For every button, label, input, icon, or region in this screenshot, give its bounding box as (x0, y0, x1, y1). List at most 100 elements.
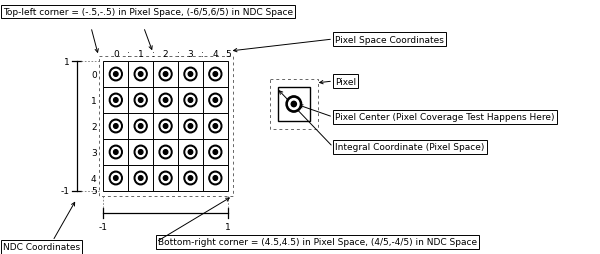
Circle shape (113, 124, 118, 129)
Bar (128, 88, 153, 114)
Bar (128, 62, 153, 88)
Bar (203, 114, 228, 139)
Bar (178, 139, 203, 165)
Text: 4: 4 (91, 174, 97, 183)
Circle shape (211, 70, 220, 79)
Circle shape (186, 122, 195, 131)
Circle shape (113, 176, 118, 181)
Circle shape (209, 94, 222, 107)
Circle shape (286, 97, 302, 113)
Circle shape (109, 68, 122, 82)
Text: 1: 1 (91, 96, 97, 105)
Bar (103, 139, 128, 165)
Bar (203, 165, 228, 191)
Circle shape (211, 174, 220, 183)
Text: 2: 2 (163, 49, 169, 58)
Circle shape (209, 171, 222, 185)
Circle shape (112, 96, 120, 105)
Circle shape (109, 146, 122, 159)
Circle shape (209, 68, 222, 82)
Text: Integral Coordinate (Pixel Space): Integral Coordinate (Pixel Space) (335, 143, 484, 152)
Bar (153, 165, 178, 191)
Circle shape (161, 148, 170, 157)
Bar (178, 165, 203, 191)
Circle shape (213, 124, 218, 129)
Circle shape (188, 98, 193, 103)
Circle shape (139, 98, 143, 103)
Circle shape (113, 72, 118, 77)
Text: :: : (176, 49, 179, 58)
Circle shape (109, 94, 122, 107)
Bar (128, 165, 153, 191)
Circle shape (163, 176, 168, 181)
Text: 4: 4 (212, 49, 218, 58)
Text: Pixel: Pixel (335, 77, 356, 86)
Circle shape (134, 120, 147, 133)
Text: 1: 1 (138, 49, 143, 58)
Bar (153, 88, 178, 114)
Text: 5: 5 (91, 187, 97, 196)
Text: NDC Coordinates: NDC Coordinates (3, 243, 80, 251)
Circle shape (161, 122, 170, 131)
Bar (178, 114, 203, 139)
Circle shape (159, 94, 172, 107)
Circle shape (112, 148, 120, 157)
Circle shape (113, 150, 118, 155)
Circle shape (213, 72, 218, 77)
Circle shape (134, 171, 147, 185)
Circle shape (112, 122, 120, 131)
Circle shape (184, 68, 197, 82)
Circle shape (188, 150, 193, 155)
Text: 0: 0 (91, 70, 97, 79)
Circle shape (112, 174, 120, 183)
Text: Pixel Space Coordinates: Pixel Space Coordinates (335, 35, 444, 44)
Text: :: : (127, 49, 130, 58)
Text: 2: 2 (91, 122, 97, 131)
Circle shape (211, 96, 220, 105)
Circle shape (184, 120, 197, 133)
Circle shape (159, 120, 172, 133)
Circle shape (163, 98, 168, 103)
Text: Top-left corner = (-.5,-.5) in Pixel Space, (-6/5,6/5) in NDC Space: Top-left corner = (-.5,-.5) in Pixel Spa… (3, 8, 293, 17)
Circle shape (139, 72, 143, 77)
Circle shape (159, 146, 172, 159)
Circle shape (186, 70, 195, 79)
Circle shape (136, 148, 145, 157)
Circle shape (161, 96, 170, 105)
Circle shape (163, 124, 168, 129)
Bar (128, 114, 153, 139)
Bar (178, 88, 203, 114)
Bar (203, 139, 228, 165)
Circle shape (213, 176, 218, 181)
Circle shape (109, 120, 122, 133)
Circle shape (134, 94, 147, 107)
Circle shape (136, 96, 145, 105)
Text: 5: 5 (225, 49, 230, 58)
Circle shape (139, 150, 143, 155)
Text: -1: -1 (99, 222, 108, 231)
Bar (103, 62, 128, 88)
Circle shape (209, 146, 222, 159)
Bar (153, 139, 178, 165)
Circle shape (289, 99, 299, 110)
Circle shape (184, 94, 197, 107)
Text: Pixel Center (Pixel Coverage Test Happens Here): Pixel Center (Pixel Coverage Test Happen… (335, 113, 554, 122)
Circle shape (134, 146, 147, 159)
Bar (153, 62, 178, 88)
Text: -1: -1 (61, 187, 70, 196)
Bar (278, 88, 310, 121)
Bar (103, 165, 128, 191)
Circle shape (136, 70, 145, 79)
Circle shape (291, 102, 296, 107)
Circle shape (136, 122, 145, 131)
Circle shape (188, 124, 193, 129)
Text: Bottom-right corner = (4.5,4.5) in Pixel Space, (4/5,-4/5) in NDC Space: Bottom-right corner = (4.5,4.5) in Pixel… (158, 237, 477, 247)
Circle shape (159, 68, 172, 82)
Circle shape (213, 98, 218, 103)
Circle shape (139, 124, 143, 129)
Text: :: : (202, 49, 205, 58)
Bar (98, 57, 233, 196)
Circle shape (112, 70, 120, 79)
Circle shape (186, 148, 195, 157)
Bar (178, 62, 203, 88)
